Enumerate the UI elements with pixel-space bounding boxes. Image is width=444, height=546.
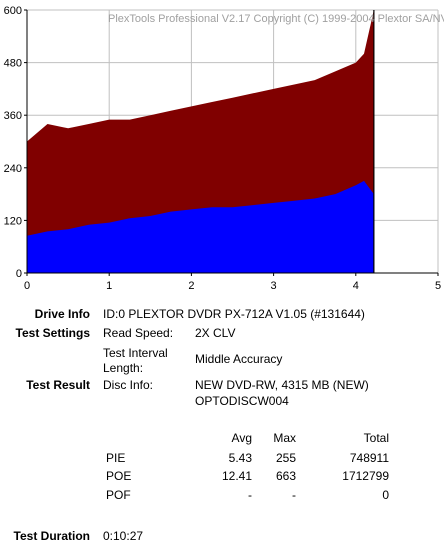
y-tick-label: 0	[16, 268, 22, 280]
x-tick-label: 0	[24, 280, 30, 292]
chart-series	[27, 10, 375, 273]
pof-max: -	[292, 488, 296, 502]
avg-header: Avg	[231, 431, 252, 445]
poe-max: 663	[275, 469, 296, 483]
poe-total: 1712799	[342, 469, 389, 483]
drive-info-label: Drive Info	[34, 307, 90, 321]
series-area-0	[27, 180, 374, 273]
pof-label: POF	[106, 488, 131, 502]
y-tick-label: 360	[4, 110, 22, 122]
pof-avg: -	[248, 488, 252, 502]
chart-title: PlexTools Professional V2.17 Copyright (…	[108, 13, 444, 25]
pie-max: 255	[275, 451, 296, 465]
pof-total: 0	[382, 488, 389, 502]
interval-label-line2: Length:	[103, 361, 144, 375]
read-speed-value: 2X CLV	[195, 326, 236, 340]
disc-info-value-line1: NEW DVD-RW, 4315 MB (NEW)	[195, 378, 369, 392]
x-tick-label: 1	[106, 280, 112, 292]
x-tick-label: 3	[271, 280, 277, 292]
pie-label: PIE	[106, 451, 126, 465]
error-chart: PlexTools Professional V2.17 Copyright (…	[4, 5, 444, 292]
pie-avg: 5.43	[228, 451, 252, 465]
max-header: Max	[273, 431, 296, 445]
x-tick-label: 4	[353, 280, 359, 292]
y-tick-label: 120	[4, 215, 22, 227]
interval-value: Middle Accuracy	[195, 352, 283, 366]
interval-label-line1: Test Interval	[103, 346, 168, 360]
x-tick-label: 5	[435, 280, 441, 292]
test-result-label: Test Result	[26, 378, 90, 392]
disc-info-value-line2: OPTODISCW004	[195, 394, 289, 408]
y-tick-label: 240	[4, 163, 22, 175]
disc-info-label: Disc Info:	[103, 378, 154, 392]
test-duration-value: 0:10:27	[103, 529, 144, 543]
chart-axes: 0 120 240 360 480 600 0 1 2 3 4 5	[4, 5, 441, 292]
y-tick-label: 600	[4, 5, 22, 17]
pie-total: 748911	[349, 451, 389, 465]
test-settings-label: Test Settings	[15, 326, 90, 340]
poe-label: POE	[106, 469, 132, 483]
test-duration-label: Test Duration	[13, 529, 90, 543]
drive-info-value: ID:0 PLEXTOR DVDR PX-712A V1.05 (#131644…	[103, 307, 365, 321]
x-tick-label: 2	[188, 280, 194, 292]
y-tick-label: 480	[4, 58, 22, 70]
read-speed-label: Read Speed:	[103, 326, 174, 340]
total-header: Total	[363, 431, 389, 445]
poe-avg: 12.41	[221, 469, 252, 483]
